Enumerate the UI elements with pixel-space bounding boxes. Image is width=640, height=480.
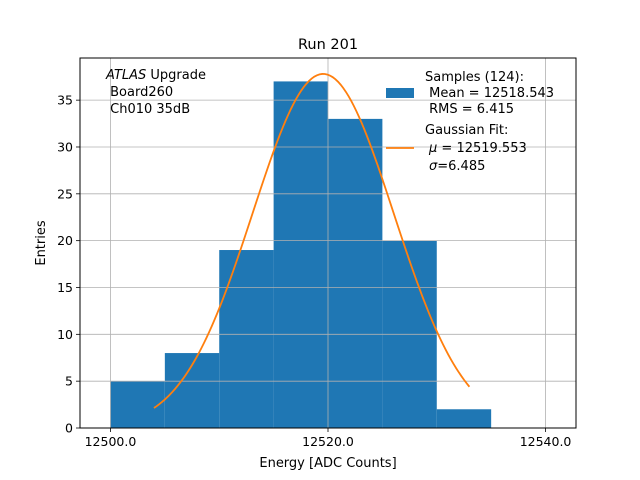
annotation-line-2: Board260 [106,85,173,100]
legend-mu-value: = 12519.553 [437,141,526,156]
histogram-bar-3 [219,250,274,428]
legend-hist-line-3: RMS = 6.415 [425,102,514,117]
histogram-bar-4 [273,81,328,428]
y-tick-label-6: 25 [57,186,73,201]
x-axis-label: Energy [ADC Counts] [259,456,396,471]
legend-hist-line-2: Mean = 12518.543 [425,86,554,101]
y-tick-label-7: 30 [57,139,73,154]
bars-layer [110,81,492,428]
x-tick-label-3: 12540.0 [520,434,572,449]
y-tick-label-2: 5 [65,374,73,389]
x-tick-label-1: 12500.0 [85,434,137,449]
legend-sigma-value: =6.485 [437,159,485,174]
gaussian-fit-curve [153,73,471,409]
fit-layer [153,73,471,409]
ticks-layer: 12500.0 12520.0 12540.0 0 5 10 15 20 25 30 35 [57,93,571,449]
legend-fit-mu: μ = 12519.553 [428,141,527,156]
legend-fit-line-1: Gaussian Fit: [425,123,508,138]
histogram-bar-1 [110,381,165,428]
histogram-bar-7 [436,409,492,428]
y-tick-label-4: 15 [57,280,73,295]
y-axis-label: Entries [34,220,49,266]
atlas-annotation: ATLAS Upgrade Board260 Ch010 35dB [105,68,206,117]
legend-mu-symbol: μ [428,141,437,156]
annotation-line-1: ATLAS Upgrade [105,68,206,83]
legend: Samples (124): Mean = 12518.543 RMS = 6.… [386,70,554,174]
legend-sigma-symbol: σ [429,159,438,174]
y-tick-label-5: 20 [57,233,73,248]
annotation-line-3: Ch010 35dB [106,102,190,117]
legend-hist-line-1: Samples (124): [425,70,524,85]
x-tick-label-2: 12520.0 [302,434,354,449]
chart-title: Run 201 [298,37,358,53]
annotation-atlas: ATLAS [105,68,146,83]
histogram-bar-5 [328,118,383,428]
legend-fit-sigma: σ=6.485 [429,159,485,174]
legend-hist-swatch [386,88,414,98]
y-tick-label-8: 35 [57,93,73,108]
y-tick-label-1: 0 [65,421,73,436]
annotation-upgrade: Upgrade [146,68,206,83]
plot-frame [79,57,577,429]
y-tick-label-3: 10 [57,327,73,342]
